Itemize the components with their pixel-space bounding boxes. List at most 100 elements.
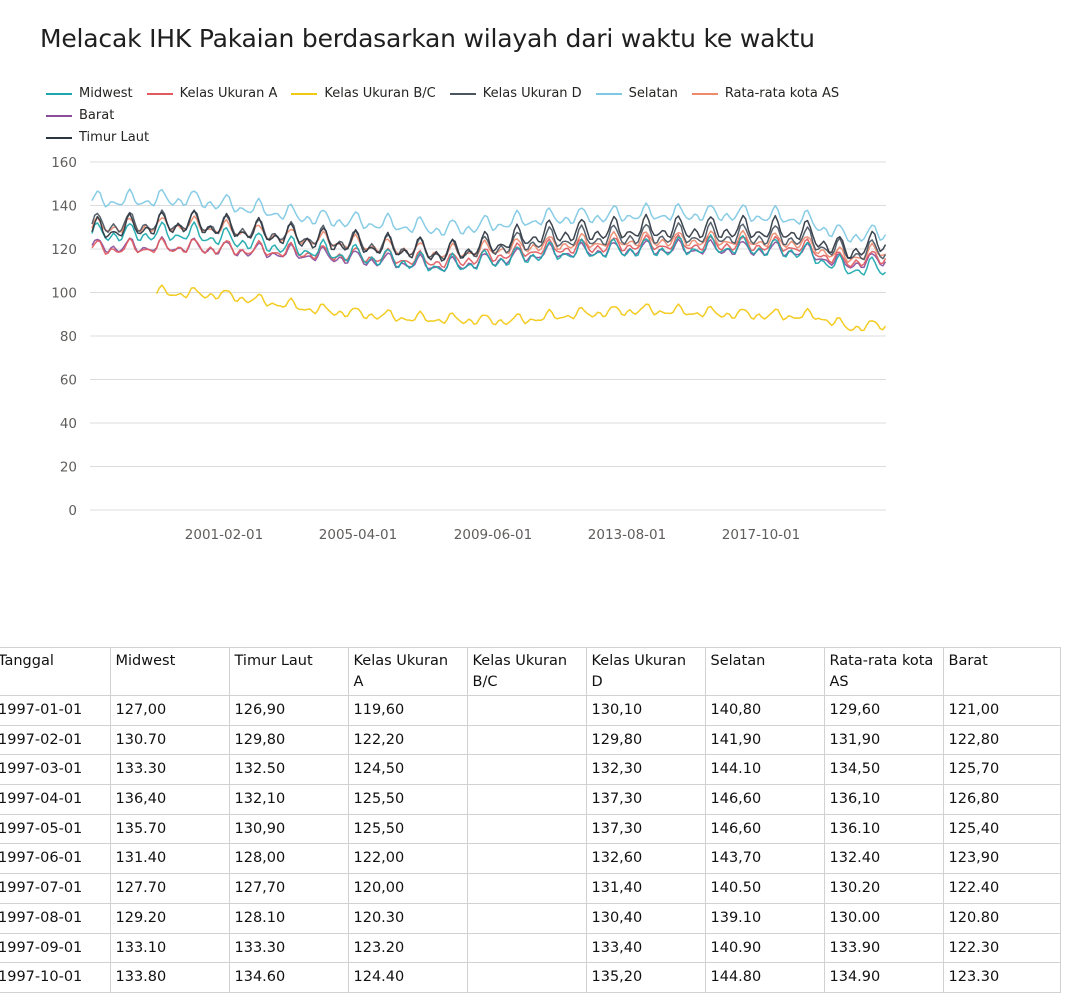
value-cell: 129,60	[823, 695, 944, 726]
value-cell: 127.70	[109, 873, 230, 904]
value-cell: 137,30	[585, 784, 706, 815]
legend-label: Barat	[79, 108, 115, 123]
value-cell: 140.90	[704, 932, 825, 964]
series-line[interactable]	[155, 284, 887, 332]
value-cell: 129,80	[585, 724, 706, 756]
legend-label: Selatan	[628, 86, 678, 101]
value-cell: 122,20	[347, 724, 468, 756]
legend-item[interactable]: Kelas Ukuran D	[449, 84, 582, 104]
table-row: 1997-05-01 135.70 130,90 125,50 137,30 146,60…	[0, 813, 1061, 845]
value-cell: 133.80	[109, 962, 230, 993]
column-header[interactable]: Timur Laut	[228, 647, 349, 696]
date-cell: 1997-05-01	[0, 813, 111, 845]
legend-line-icon	[146, 93, 173, 95]
value-cell: 133.30	[109, 754, 230, 786]
value-cell: 128,00	[228, 843, 349, 875]
y-tick-label: 20	[60, 460, 77, 476]
value-cell	[466, 695, 587, 726]
data-table-container: Tanggal Midwest Timur Laut Kelas Ukuran A Ke…	[0, 647, 1061, 993]
value-cell: 120.30	[347, 902, 468, 934]
value-cell: 137,30	[585, 813, 706, 845]
value-cell: 130.70	[109, 724, 230, 756]
column-header[interactable]: Kelas Ukuran B/C	[466, 647, 587, 696]
value-cell: 132,10	[228, 784, 349, 815]
value-cell: 123.30	[942, 962, 1061, 993]
table-row: 1997-07-01 127.70 127,70 120,00 131,40 140.50…	[0, 873, 1061, 904]
table-row: 1997-09-01 133.10 133.30 123.20 133,40 140.90…	[0, 932, 1061, 964]
value-cell: 144.80	[704, 962, 825, 993]
value-cell: 121,00	[942, 695, 1061, 726]
chart-legend: Midwest Kelas Ukuran A Kelas Ukuran B/C Kel…	[46, 82, 926, 148]
value-cell	[466, 724, 587, 756]
value-cell: 130,40	[585, 902, 706, 934]
x-tick-label: 2017-10-01	[722, 527, 800, 543]
column-header[interactable]: Tanggal	[0, 647, 111, 696]
column-header[interactable]: Selatan	[704, 647, 825, 696]
legend-item[interactable]: Rata-rata kota AS	[691, 84, 840, 104]
value-cell	[466, 843, 587, 875]
legend-label: Kelas Ukuran D	[482, 86, 582, 101]
value-cell: 135,20	[585, 962, 706, 993]
legend-item[interactable]: Kelas Ukuran A	[146, 84, 277, 104]
table-row: 1997-01-01 127,00 126,90 119,60 130,10 140,80…	[0, 695, 1061, 726]
value-cell: 134,50	[823, 754, 944, 786]
legend-item[interactable]: Barat	[46, 106, 114, 126]
value-cell	[466, 754, 587, 786]
value-cell	[466, 962, 587, 993]
value-cell: 119,60	[347, 695, 468, 726]
value-cell: 127,00	[109, 695, 230, 726]
value-cell: 144.10	[704, 754, 825, 786]
series-line[interactable]	[91, 221, 887, 276]
value-cell: 128.10	[228, 902, 349, 934]
legend-label: Rata-rata kota AS	[724, 86, 840, 101]
x-tick-label: 2013-08-01	[588, 527, 666, 543]
column-header[interactable]: Barat	[942, 647, 1061, 696]
legend-item[interactable]: Selatan	[595, 84, 678, 104]
data-table: Tanggal Midwest Timur Laut Kelas Ukuran A Ke…	[0, 647, 1061, 993]
column-header[interactable]: Kelas Ukuran D	[585, 647, 706, 696]
legend-line-icon	[46, 137, 72, 139]
y-tick-label: 80	[60, 329, 77, 345]
column-header[interactable]: Rata-rata kota AS	[823, 647, 944, 696]
legend-item[interactable]: Midwest	[46, 84, 133, 104]
legend-line-icon	[291, 93, 318, 95]
value-cell: 125,50	[347, 813, 468, 845]
series-line[interactable]	[91, 188, 887, 243]
value-cell: 133.90	[823, 932, 944, 964]
y-tick-label: 100	[51, 286, 77, 302]
value-cell: 122.40	[942, 873, 1061, 904]
value-cell: 136,40	[109, 784, 230, 815]
value-cell: 120.80	[942, 902, 1061, 934]
date-cell: 1997-08-01	[0, 902, 111, 934]
value-cell: 122.30	[942, 932, 1061, 964]
legend-item[interactable]: Timur Laut	[46, 128, 149, 148]
value-cell: 143,70	[704, 843, 825, 875]
value-cell: 124.40	[347, 962, 468, 993]
value-cell: 139.10	[704, 902, 825, 934]
y-tick-label: 160	[51, 155, 77, 171]
legend-item[interactable]: Kelas Ukuran B/C	[291, 84, 436, 104]
value-cell: 146,60	[704, 813, 825, 845]
series-line[interactable]	[91, 210, 887, 262]
value-cell: 131,40	[585, 873, 706, 904]
column-header[interactable]: Midwest	[109, 647, 230, 696]
date-cell: 1997-01-01	[0, 695, 111, 726]
value-cell: 133,40	[585, 932, 706, 964]
value-cell: 129.20	[109, 902, 230, 934]
value-cell: 131.40	[109, 843, 230, 875]
date-cell: 1997-04-01	[0, 784, 111, 815]
value-cell	[466, 784, 587, 815]
legend-line-icon	[449, 93, 476, 95]
table-row: 1997-10-01 133.80 134.60 124.40 135,20 144.80…	[0, 962, 1061, 993]
value-cell: 122,00	[347, 843, 468, 875]
date-cell: 1997-02-01	[0, 724, 111, 756]
series-line[interactable]	[91, 234, 887, 269]
value-cell	[466, 813, 587, 845]
line-chart: 0 20 40 60 80 100 120 140 160 2001-02-01 2005-04-0…	[51, 155, 887, 543]
legend-line-icon	[46, 115, 72, 117]
legend-label: Kelas Ukuran B/C	[324, 86, 436, 101]
y-tick-label: 120	[51, 242, 77, 258]
value-cell: 132,60	[585, 843, 706, 875]
value-cell: 125,50	[347, 784, 468, 815]
column-header[interactable]: Kelas Ukuran A	[347, 647, 468, 696]
